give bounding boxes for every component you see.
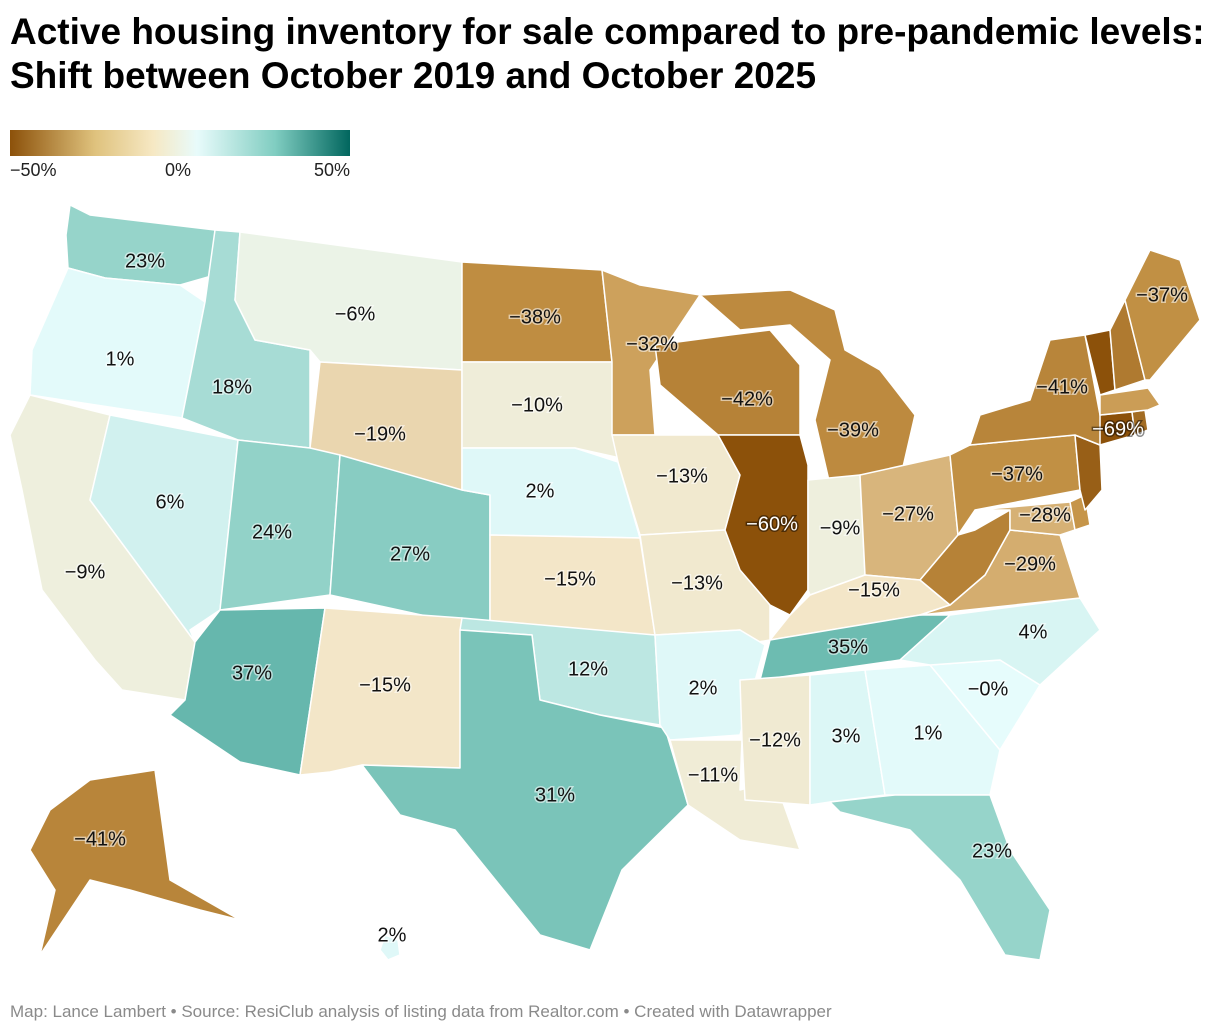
state-label-me: −37% <box>1136 284 1188 306</box>
map-svg: 23% 1% −9% 6% 18% −6% −19% 24% 37% 27% −15% −38% −10… <box>9 204 1201 961</box>
state-label-pa: −37% <box>991 463 1043 485</box>
chart-title: Active housing inventory for sale compar… <box>10 11 1205 96</box>
state-me[interactable] <box>1124 249 1201 381</box>
state-fl[interactable] <box>829 794 1051 961</box>
state-label-nc: 4% <box>1019 621 1048 643</box>
state-label-or: 1% <box>106 348 135 370</box>
state-label-sd: −10% <box>511 394 563 416</box>
state-label-ms: −12% <box>749 729 801 751</box>
legend-min-label: −50% <box>10 160 57 180</box>
state-nc[interactable] <box>899 597 1101 686</box>
state-label-ne: 2% <box>526 480 555 502</box>
state-tx[interactable] <box>361 629 689 951</box>
state-il[interactable] <box>717 434 809 616</box>
state-or[interactable] <box>29 267 206 419</box>
state-label-nm: −15% <box>359 674 411 696</box>
state-label-ca: −9% <box>65 561 106 583</box>
state-label-tn: 35% <box>828 636 868 658</box>
state-label-ga: 1% <box>914 722 943 744</box>
state-ny[interactable] <box>969 334 1121 446</box>
footer-credits: Map: Lance Lambert • Source: ResiClub an… <box>10 1002 832 1021</box>
state-label-va: −29% <box>1004 553 1056 575</box>
state-label-al: 3% <box>832 725 861 747</box>
legend-max-label: 50% <box>313 160 350 180</box>
state-label-ky: −15% <box>848 579 900 601</box>
us-choropleth-map: 23% 1% −9% 6% 18% −6% −19% 24% 37% 27% −15% −38% −10… <box>0 190 1220 990</box>
legend-ticks: −50% 0% 50% <box>10 160 350 182</box>
state-hi[interactable] <box>379 934 401 961</box>
state-ma[interactable] <box>1099 387 1161 416</box>
state-label-nd: −38% <box>509 306 561 328</box>
state-label-in: −9% <box>820 517 861 539</box>
state-label-mi: −39% <box>827 419 879 441</box>
state-label-mt: −6% <box>335 303 376 325</box>
state-label-ny: −41% <box>1036 376 1088 398</box>
state-label-ut: 24% <box>252 521 292 543</box>
color-legend-bar <box>10 130 350 156</box>
state-ak[interactable] <box>29 769 241 956</box>
state-label-ok: 12% <box>568 658 608 680</box>
state-label-hi: 2% <box>378 924 407 946</box>
state-label-tx: 31% <box>535 784 575 806</box>
state-label-md: −28% <box>1019 504 1071 526</box>
state-label-ia: −13% <box>656 465 708 487</box>
state-label-az: 37% <box>232 662 272 684</box>
state-wi[interactable] <box>654 329 801 436</box>
state-label-mn: −32% <box>626 333 678 355</box>
state-label-mo: −13% <box>671 572 723 594</box>
state-label-sc: −0% <box>968 678 1009 700</box>
state-ms[interactable] <box>739 674 811 806</box>
state-label-co: 27% <box>390 543 430 565</box>
state-label-il: −60% <box>746 513 798 535</box>
state-label-ak: −41% <box>74 828 126 850</box>
state-az[interactable] <box>169 607 326 776</box>
state-label-la: −11% <box>688 764 738 786</box>
legend-mid-label: 0% <box>165 160 192 180</box>
state-label-wy: −19% <box>354 423 406 445</box>
state-mn[interactable] <box>601 269 701 436</box>
state-label-oh: −27% <box>882 503 934 525</box>
state-label-wa: 23% <box>125 250 165 272</box>
state-sd[interactable] <box>461 361 621 459</box>
state-label-nv: 6% <box>156 491 185 513</box>
state-ar[interactable] <box>654 629 766 741</box>
state-label-wi: −42% <box>721 388 773 410</box>
state-label-ar: 2% <box>689 677 718 699</box>
state-label-ct: −69% <box>1092 418 1144 440</box>
state-label-fl: 23% <box>972 840 1012 862</box>
state-label-id: 18% <box>212 376 252 398</box>
state-label-ks: −15% <box>544 568 596 590</box>
